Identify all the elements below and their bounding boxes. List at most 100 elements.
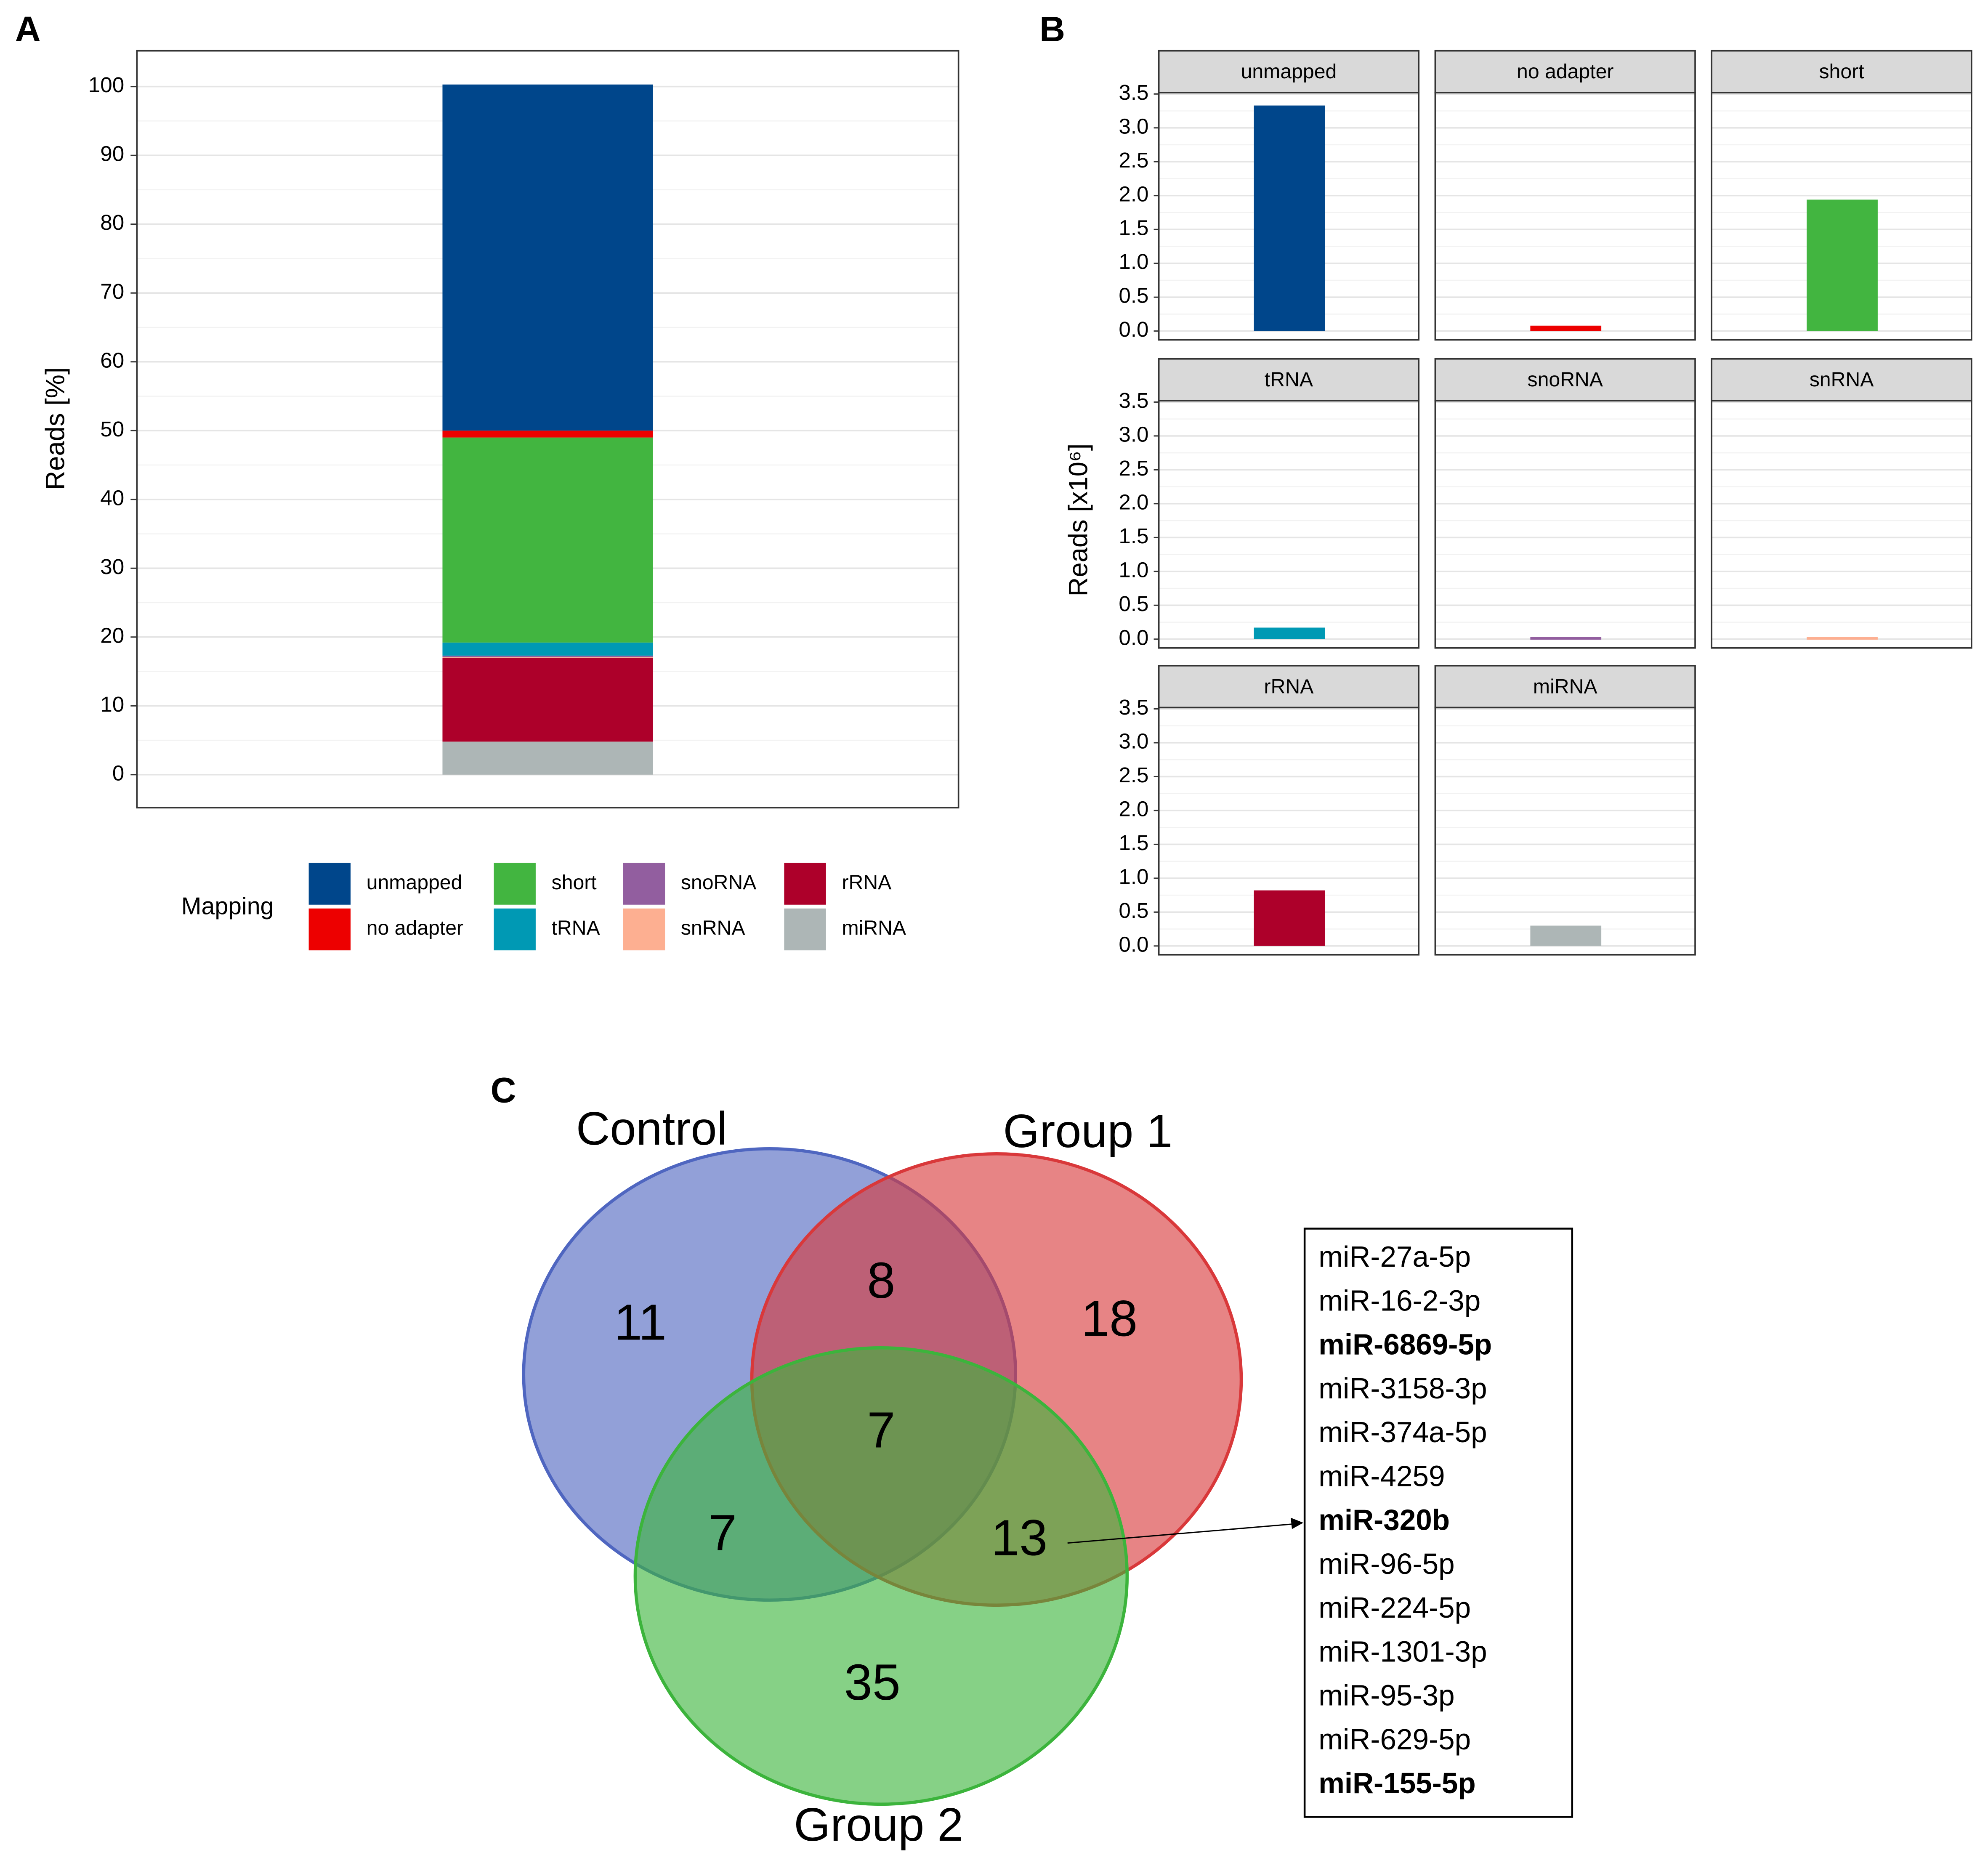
facet-label: rRNA [1264, 675, 1314, 698]
legend-label: snRNA [681, 917, 745, 939]
region-count: 11 [614, 1294, 667, 1350]
mirna-item: miR-3158-3p [1318, 1372, 1487, 1405]
y-tick-label: 0.0 [1119, 625, 1148, 649]
bar [1530, 325, 1602, 331]
region-count: 7 [709, 1504, 737, 1561]
y-tick-label: 0.0 [1119, 317, 1148, 341]
y-tick-label: 80 [100, 210, 124, 234]
mirna-item: miR-374a-5p [1318, 1416, 1487, 1448]
y-tick-label: 10 [100, 692, 124, 716]
mirna-item: miR-1301-3p [1318, 1635, 1487, 1668]
legend-key [307, 861, 352, 906]
y-tick-label: 0.5 [1119, 592, 1148, 616]
bar-segment [442, 657, 653, 742]
y-tick-label: 100 [88, 73, 124, 97]
bar [1530, 925, 1602, 946]
y-tick-label: 2.0 [1119, 182, 1148, 206]
plot-border [136, 50, 959, 809]
y-tick-label: 3.0 [1119, 422, 1148, 446]
y-tick-label: 3.0 [1119, 114, 1148, 138]
y-tick-label: 90 [100, 142, 124, 166]
y-tick-label: 2.5 [1119, 456, 1148, 480]
region-count: 35 [844, 1654, 901, 1711]
facet-label: no adapter [1517, 60, 1613, 83]
y-tick-label: 3.5 [1119, 80, 1148, 104]
facet-strip [1158, 358, 1420, 402]
facet-label: snRNA [1810, 368, 1874, 391]
legend-label: short [552, 871, 597, 894]
bar-segment [442, 431, 653, 438]
y-tick-label: 1.5 [1119, 216, 1148, 240]
bar [1254, 627, 1325, 639]
legend-label: rRNA [842, 871, 892, 894]
bar-segment [442, 642, 653, 656]
y-tick-label: 70 [100, 279, 124, 303]
mirna-item: miR-4259 [1318, 1459, 1445, 1492]
bar-segment [442, 655, 653, 657]
mirna-item: miR-95-3p [1318, 1679, 1454, 1712]
mirna-item: miR-96-5p [1318, 1547, 1454, 1580]
y-tick-label: 1.0 [1119, 250, 1148, 274]
mirna-item: miR-27a-5p [1318, 1240, 1471, 1273]
y-tick-label: 2.5 [1119, 148, 1148, 172]
y-axis-label: Reads [x10⁶] [1064, 444, 1093, 597]
y-tick-label: 30 [100, 555, 124, 579]
bar [1254, 890, 1325, 946]
y-tick-label: 0.5 [1119, 284, 1148, 308]
y-tick-label: 60 [100, 348, 124, 372]
y-tick-label: 1.0 [1119, 558, 1148, 582]
y-tick-label: 3.0 [1119, 729, 1148, 753]
legend-label: unmapped [367, 871, 462, 894]
facet-label: unmapped [1241, 60, 1337, 83]
mirna-item: miR-320b [1318, 1504, 1450, 1536]
y-tick-label: 1.0 [1119, 864, 1148, 888]
region-count: 13 [991, 1510, 1047, 1566]
region-count: 7 [867, 1401, 895, 1458]
set-label: Control [576, 1102, 727, 1155]
y-tick-label: 0 [112, 761, 124, 785]
legend-label: no adapter [367, 917, 463, 939]
panel-label: C [491, 1070, 516, 1110]
y-tick-label: 0.0 [1119, 932, 1148, 956]
y-tick-label: 2.5 [1119, 763, 1148, 787]
legend-key [783, 861, 827, 906]
mirna-item: miR-155-5p [1318, 1767, 1475, 1799]
mirna-item: miR-16-2-3p [1318, 1284, 1480, 1317]
facet-strip [1711, 50, 1972, 93]
panel-label: B [1039, 9, 1065, 49]
y-tick-label: 2.0 [1119, 490, 1148, 514]
facet-strip [1434, 50, 1696, 93]
facet-strip [1158, 50, 1420, 93]
y-axis-label: Reads [%] [40, 367, 70, 490]
y-tick-label: 1.5 [1119, 831, 1148, 855]
bar [1807, 199, 1878, 331]
legend-label: snoRNA [681, 871, 757, 894]
legend-key [622, 861, 667, 906]
y-tick-label: 0.5 [1119, 898, 1148, 922]
legend-label: tRNA [552, 917, 601, 939]
region-count: 18 [1081, 1290, 1138, 1347]
mirna-item: miR-6869-5p [1318, 1328, 1492, 1361]
bar [1530, 637, 1602, 640]
venn-set [633, 1346, 1129, 1806]
bar-segment [442, 657, 653, 658]
y-tick-label: 3.5 [1119, 388, 1148, 412]
legend-label: miRNA [842, 917, 906, 939]
facet-label: tRNA [1265, 368, 1313, 391]
legend-key [622, 907, 667, 952]
legend-title: Mapping [181, 893, 274, 920]
y-tick-label: 20 [100, 623, 124, 647]
callout-box [1303, 1228, 1573, 1818]
facet-strip [1434, 665, 1696, 709]
facet-label: short [1819, 60, 1864, 83]
panel-label: A [15, 9, 41, 49]
mirna-item: miR-629-5p [1318, 1723, 1471, 1756]
set-label: Group 2 [794, 1798, 963, 1851]
legend-key [492, 907, 537, 952]
bar [1254, 105, 1325, 331]
facet-strip [1158, 665, 1420, 709]
legend-key [492, 861, 537, 906]
